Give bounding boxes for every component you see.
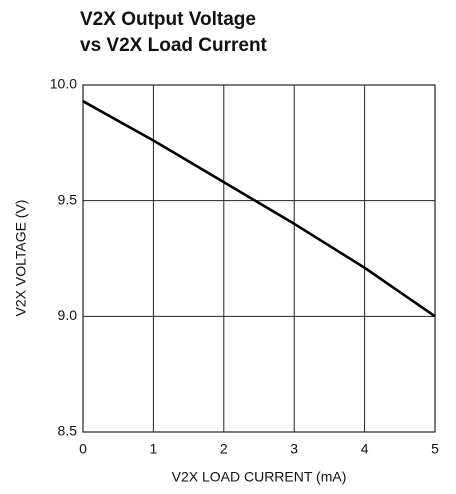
x-tick-label: 5 [431,441,439,457]
y-tick-label: 9.5 [58,191,78,207]
chart-title-line: vs V2X Load Current [80,35,268,56]
y-tick-label: 9.0 [58,307,78,323]
data-line [82,100,436,318]
y-axis-label: V2X VOLTAGE (V) [13,200,29,317]
y-tick-label: 8.5 [58,423,78,439]
x-axis-label: V2X LOAD CURRENT (mA) [172,469,347,485]
plot-frame [82,84,436,433]
x-tick-label: 4 [361,441,369,457]
x-tick-label: 1 [150,441,158,457]
x-tick-label: 2 [220,441,228,457]
x-tick-label: 3 [290,441,298,457]
x-tick-label: 0 [79,441,87,457]
chart-title-line: V2X Output Voltage [80,9,256,30]
y-tick-label: 10.0 [50,76,77,92]
